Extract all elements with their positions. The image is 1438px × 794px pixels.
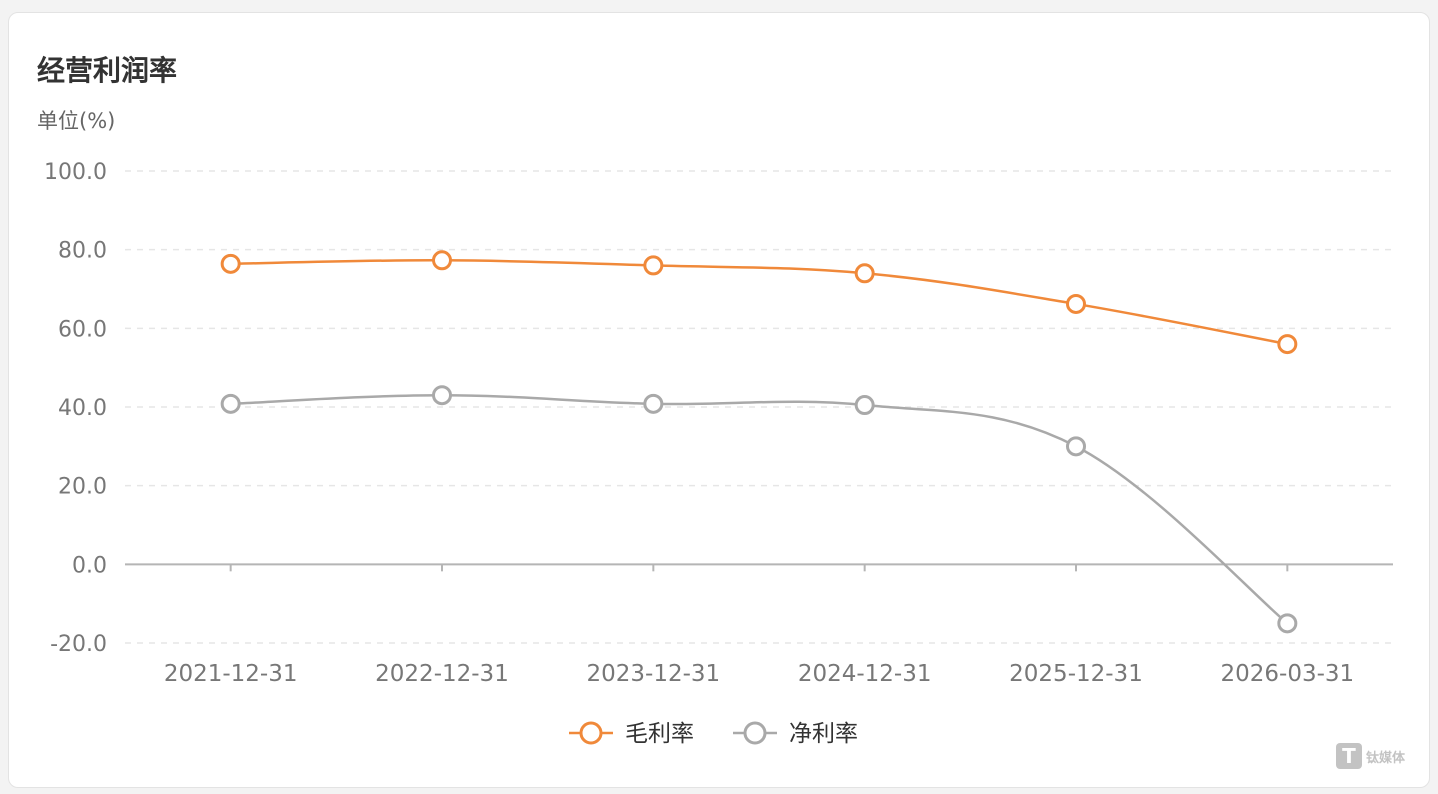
data-point: [643, 255, 664, 276]
data-point: [854, 395, 875, 416]
y-tick-label: 0.0: [72, 553, 107, 578]
data-point: [1277, 613, 1298, 634]
line-chart: 100.0 80.0 60.0 40.0 20.0 0.0 -20.0 2021-12-31 2…: [44, 160, 1393, 747]
watermark-text: 钛媒体: [1365, 750, 1405, 766]
x-tick-label: 2025-12-31: [1009, 661, 1143, 687]
y-tick-label: 60.0: [58, 317, 107, 342]
y-tick-label: 80.0: [58, 239, 107, 264]
legend-marker: [743, 721, 767, 745]
y-tick-label: -20.0: [50, 632, 107, 657]
x-tick-label: 2021-12-31: [164, 661, 298, 687]
data-point: [432, 385, 452, 406]
data-point: [1066, 293, 1086, 314]
watermark-logo: T 钛媒体: [1335, 743, 1405, 769]
data-point: [854, 263, 875, 284]
chart-card: 经营利润率 单位(%) 100.0 80.0 60.0 40.0 20.0 0.0 -20.…: [8, 12, 1430, 788]
data-point: [220, 253, 241, 274]
x-tick-label: 2022-12-31: [375, 661, 509, 687]
x-tick-label: 2023-12-31: [586, 661, 720, 687]
chart-title: 经营利润率: [37, 54, 178, 87]
legend-marker: [579, 721, 603, 745]
data-point: [643, 393, 664, 414]
legend-label: 毛利率: [625, 721, 694, 747]
data-point: [1277, 334, 1298, 355]
x-tick-label: 2024-12-31: [798, 661, 932, 687]
legend-label: 净利率: [789, 721, 858, 747]
x-tick-label: 2026-03-31: [1220, 661, 1354, 687]
watermark-icon: T: [1335, 743, 1362, 769]
series-line-gross-margin: [230, 259, 1288, 346]
data-point: [220, 393, 241, 414]
series-line-net-margin: [230, 393, 1289, 625]
data-point: [432, 250, 452, 271]
data-point: [1066, 436, 1086, 457]
unit-label: 单位(%): [37, 109, 116, 133]
y-tick-label: 100.0: [44, 160, 107, 185]
y-tick-label: 20.0: [58, 475, 107, 500]
y-tick-label: 40.0: [58, 396, 107, 421]
